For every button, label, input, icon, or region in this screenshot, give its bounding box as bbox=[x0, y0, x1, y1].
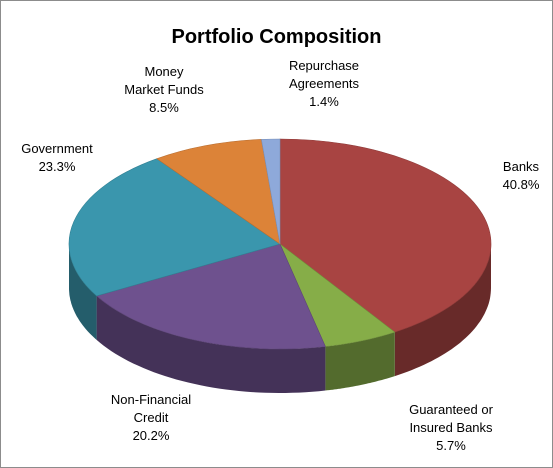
data-label-non-financial-credit: Non-Financial Credit 20.2% bbox=[111, 392, 191, 443]
data-label-government: Government 23.3% bbox=[21, 141, 93, 174]
pie-slice-government bbox=[68, 158, 281, 297]
pie-side-non-financial-credit bbox=[96, 295, 326, 393]
data-label-banks: Banks 40.8% bbox=[503, 159, 540, 192]
pie-slice-money-market-funds bbox=[156, 139, 281, 245]
pie-labels: Banks 40.8% Guaranteed or Insured Banks 5.7%… bbox=[21, 58, 540, 453]
pie-side-banks bbox=[394, 244, 491, 377]
data-label-money-market-funds: Money Market Funds 8.5% bbox=[124, 64, 204, 115]
chart-title: Portfolio Composition bbox=[171, 26, 382, 48]
pie-slice-banks bbox=[279, 138, 492, 333]
pie-side-government bbox=[69, 244, 97, 340]
pie-slice-repurchase-agreements bbox=[261, 138, 281, 245]
pie-sides bbox=[69, 244, 491, 393]
pie-side-guaranteed-or-insured-banks bbox=[325, 332, 395, 391]
pie-slice-non-financial-credit bbox=[95, 243, 326, 350]
pie-slices bbox=[68, 138, 492, 350]
data-label-repurchase-agreements: Repurchase Agreements 1.4% bbox=[289, 58, 360, 109]
data-label-guaranteed-or-insured-banks: Guaranteed or Insured Banks 5.7% bbox=[409, 402, 494, 453]
